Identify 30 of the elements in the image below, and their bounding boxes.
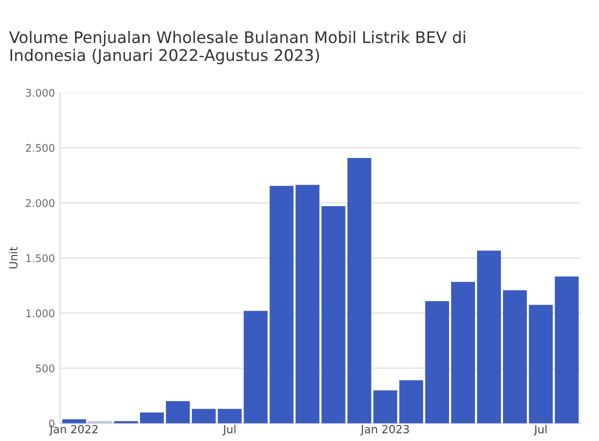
bar: [192, 408, 216, 424]
bar: [322, 206, 346, 424]
y-tick-label: 500: [36, 364, 54, 372]
bar: [451, 282, 475, 424]
x-tick-label: Jan 2023: [360, 424, 409, 436]
bar: [296, 184, 320, 424]
bar: [399, 380, 424, 424]
bar: [425, 301, 450, 424]
x-tick-label: Jul: [222, 424, 236, 436]
y-tick-label: 2.500: [26, 144, 54, 152]
y-tick-label: 1.500: [26, 254, 54, 262]
x-tick-label: Jul: [534, 424, 547, 436]
x-tick-label: Jan 2022: [49, 424, 98, 436]
bar: [502, 290, 527, 424]
bar: [373, 390, 398, 424]
bar: [244, 310, 268, 424]
bar: [166, 401, 190, 424]
bar: [270, 186, 294, 424]
bar: [218, 408, 242, 424]
y-axis-title: Unit: [8, 246, 18, 268]
bar: [347, 158, 372, 424]
y-tick-label: 2.000: [26, 199, 54, 207]
y-tick-label: 3.000: [26, 88, 54, 97]
bar: [554, 276, 579, 424]
bar: [140, 412, 164, 424]
chart-title: Volume Penjualan Wholesale Bulanan Mobil Listrik BEV di Indonesia (Januari 2022-Agustus 2023): [9, 30, 466, 64]
bar: [528, 304, 553, 424]
bar: [477, 250, 501, 424]
y-tick-label: 1.000: [26, 309, 54, 318]
y-tick-label: 0: [49, 420, 54, 428]
